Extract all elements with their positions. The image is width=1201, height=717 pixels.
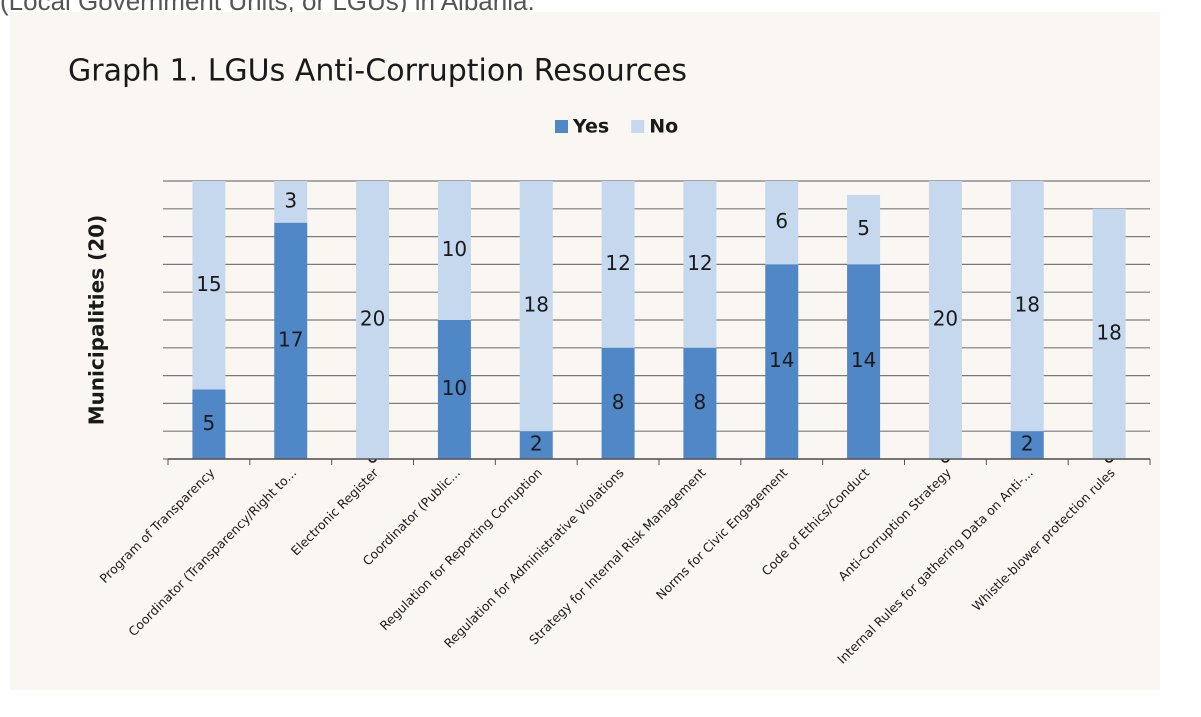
data-label: 6	[775, 209, 788, 233]
data-label: 8	[694, 390, 707, 414]
data-label: 10	[442, 237, 467, 261]
chart-title: Graph 1. LGUs Anti-Corruption Resources	[68, 54, 687, 89]
bar-segment	[192, 181, 226, 390]
bar-segment	[1010, 181, 1044, 432]
bar-segment	[274, 181, 308, 223]
bar-segment	[1092, 208, 1126, 459]
legend-swatch	[555, 120, 568, 133]
bar-segment	[601, 347, 635, 459]
bar-segment	[274, 222, 308, 459]
data-label: 3	[284, 188, 297, 212]
data-label: 15	[196, 272, 221, 296]
data-label: 17	[278, 327, 303, 351]
data-label: 20	[360, 307, 385, 331]
bar-segment	[437, 320, 471, 459]
y-axis-label: Municipalities (20)	[85, 215, 109, 425]
data-label: 18	[524, 293, 549, 317]
data-label: 14	[769, 348, 794, 372]
data-label: 18	[1096, 320, 1121, 344]
bar-segment	[1010, 431, 1044, 459]
data-label: 20	[933, 307, 958, 331]
data-label: 10	[442, 376, 467, 400]
data-label: 12	[605, 251, 630, 275]
bar-segment	[356, 181, 390, 459]
bar-segment	[683, 347, 717, 459]
legend-label: No	[649, 116, 678, 138]
legend-label: Yes	[572, 116, 609, 138]
data-label: 2	[1021, 432, 1034, 456]
data-label: 5	[857, 216, 870, 240]
bar-segment	[928, 181, 962, 459]
bar-segment	[847, 264, 881, 459]
data-label: 18	[1015, 293, 1040, 317]
bar-segment	[437, 181, 471, 320]
bar-segment	[519, 431, 553, 459]
bar-segment	[683, 181, 717, 348]
bar-segment	[601, 181, 635, 348]
bar-segment	[847, 194, 881, 265]
data-label: 8	[612, 390, 625, 414]
data-label: 5	[203, 411, 216, 435]
bar-segment	[765, 264, 799, 459]
bar-segment	[519, 181, 553, 432]
data-label: 2	[530, 432, 543, 456]
data-label: 14	[851, 348, 876, 372]
legend-swatch	[631, 120, 645, 133]
bar-segment	[765, 181, 799, 265]
bar-segment	[192, 389, 226, 459]
data-label: 12	[687, 251, 712, 275]
